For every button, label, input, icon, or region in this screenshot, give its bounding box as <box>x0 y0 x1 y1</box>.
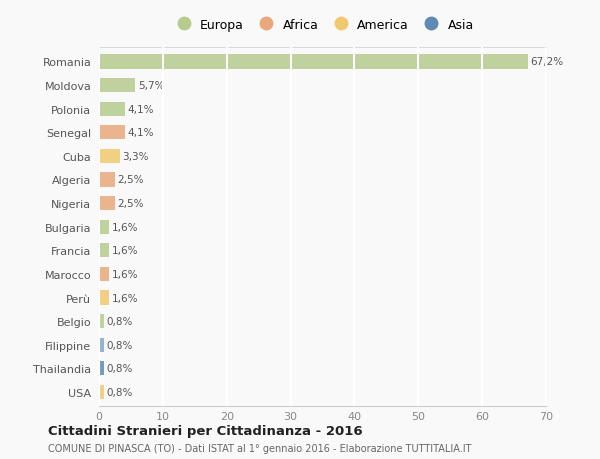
Bar <box>99 102 125 117</box>
Text: 0,8%: 0,8% <box>107 364 133 374</box>
Legend: Europa, Africa, America, Asia: Europa, Africa, America, Asia <box>167 15 478 35</box>
Bar <box>99 267 109 281</box>
Text: 1,6%: 1,6% <box>112 269 138 280</box>
Text: 4,1%: 4,1% <box>128 128 154 138</box>
Text: Cittadini Stranieri per Cittadinanza - 2016: Cittadini Stranieri per Cittadinanza - 2… <box>48 424 362 437</box>
Text: COMUNE DI PINASCA (TO) - Dati ISTAT al 1° gennaio 2016 - Elaborazione TUTTITALIA: COMUNE DI PINASCA (TO) - Dati ISTAT al 1… <box>48 443 472 453</box>
Bar <box>99 385 104 399</box>
Text: 3,3%: 3,3% <box>122 151 149 162</box>
Bar <box>99 79 136 93</box>
Text: 0,8%: 0,8% <box>107 316 133 326</box>
Text: 4,1%: 4,1% <box>128 105 154 114</box>
Text: 1,6%: 1,6% <box>112 222 138 232</box>
Bar <box>99 314 104 329</box>
Text: 0,8%: 0,8% <box>107 387 133 397</box>
Bar <box>99 291 109 305</box>
Text: 0,8%: 0,8% <box>107 340 133 350</box>
Text: 2,5%: 2,5% <box>118 175 144 185</box>
Bar <box>99 196 115 211</box>
Bar <box>99 55 528 69</box>
Text: 2,5%: 2,5% <box>118 199 144 209</box>
Bar <box>99 362 104 375</box>
Bar <box>99 338 104 352</box>
Text: 67,2%: 67,2% <box>530 57 564 67</box>
Bar <box>99 220 109 234</box>
Text: 1,6%: 1,6% <box>112 246 138 256</box>
Text: 5,7%: 5,7% <box>138 81 164 91</box>
Bar <box>99 173 115 187</box>
Bar <box>99 126 125 140</box>
Bar <box>99 150 120 163</box>
Text: 1,6%: 1,6% <box>112 293 138 303</box>
Bar <box>99 244 109 258</box>
